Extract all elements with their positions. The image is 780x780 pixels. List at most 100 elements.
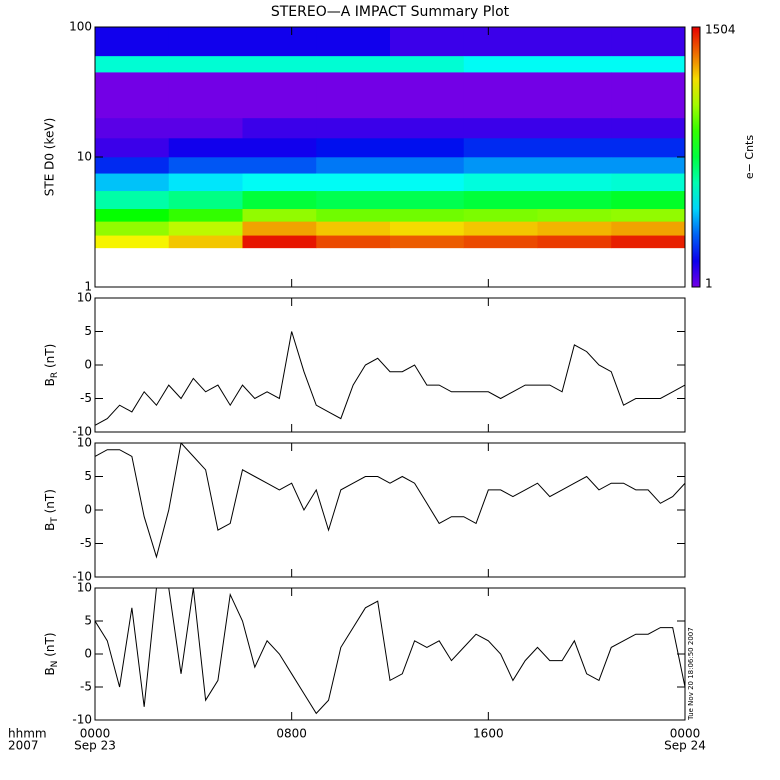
spectrogram-cell [168, 55, 243, 73]
spectrogram-cell [463, 27, 538, 57]
y-tick-label: 10 [77, 150, 92, 164]
x-axis-label: hhmm [8, 727, 47, 741]
spectrogram-cell [95, 72, 170, 119]
spectrogram-cell [95, 27, 170, 57]
x-axis-label-year: 2007 [8, 739, 39, 753]
spectrogram-cell [390, 157, 465, 174]
spectrogram-cell [390, 138, 465, 158]
y-tick-label: 10 [77, 581, 92, 595]
spectrogram-cell [390, 117, 465, 139]
y-tick-label: 0 [84, 358, 92, 372]
spectrogram-cell [316, 117, 391, 139]
y-axis-label: BN (nT) [43, 632, 60, 675]
spectrogram-cell [611, 55, 686, 73]
spectrogram-cell [242, 157, 317, 174]
spectrogram-cell [390, 27, 465, 57]
spectrogram-cell [316, 157, 391, 174]
spectrogram-cell [611, 138, 686, 158]
y-label-unit: (nT) [43, 632, 57, 660]
data-line [95, 331, 685, 426]
spectrogram-cell [95, 208, 170, 222]
spectrogram-cell [95, 235, 170, 249]
spectrogram-cell [611, 117, 686, 139]
spectrogram-cell [537, 221, 612, 236]
y-label-sub: N [50, 661, 60, 668]
x-tick-label: 1600 [473, 727, 504, 741]
colorbar-tick-label: 1504 [705, 23, 736, 37]
spectrogram-cell [316, 221, 391, 236]
spectrogram-cell [316, 27, 391, 57]
y-label-main: B [43, 667, 57, 675]
spectrogram-cell [242, 208, 317, 222]
spectrogram-cell [168, 235, 243, 249]
y-tick-label: 0 [84, 647, 92, 661]
colorbar [692, 27, 700, 287]
spectrogram-cell [463, 55, 538, 73]
plot-frame [94, 442, 686, 578]
spectrogram-cell [168, 190, 243, 210]
spectrogram-cell [168, 72, 243, 119]
spectrogram-cell [95, 55, 170, 73]
spectrogram-cell [537, 72, 612, 119]
spectrogram-cell [316, 72, 391, 119]
y-tick-label: 10 [77, 436, 92, 450]
spectrogram-cell [168, 117, 243, 139]
y-tick-label: -5 [80, 391, 92, 405]
spectrogram-cell [463, 138, 538, 158]
y-tick-label: -10 [72, 570, 92, 584]
spectrogram-cell [168, 221, 243, 236]
spectrogram-cell [537, 190, 612, 210]
spectrogram-cell [611, 221, 686, 236]
spectrogram-cell [463, 190, 538, 210]
spectrogram-cell [242, 173, 317, 192]
spectrogram-cell [316, 235, 391, 249]
spectrogram-cell [95, 221, 170, 236]
data-line [95, 443, 685, 559]
spectrogram-cell [242, 190, 317, 210]
spectrogram-cell [463, 208, 538, 222]
x-tick-label: 0000 [80, 727, 111, 741]
spectrogram-cell [390, 72, 465, 119]
spectrogram-cell [242, 117, 317, 139]
spectrogram-cell [537, 173, 612, 192]
spectrogram-cell [168, 27, 243, 57]
y-tick-label: 1 [84, 280, 92, 294]
spectrogram-cell [168, 138, 243, 158]
spectrogram-cell [611, 72, 686, 119]
plot-frame [94, 297, 686, 433]
spectrogram-cell [95, 138, 170, 158]
spectrogram-cell [316, 173, 391, 192]
spectrogram-cell [242, 55, 317, 73]
spectrogram-cell [168, 157, 243, 174]
spectrogram-cell [242, 235, 317, 249]
spectrogram-cell [611, 173, 686, 192]
spectrogram-cell [611, 27, 686, 57]
y-tick-label: 5 [84, 324, 92, 338]
spectrogram-cell [95, 157, 170, 174]
y-tick-label: 5 [84, 614, 92, 628]
spectrogram-cell [168, 173, 243, 192]
spectrogram-cell [463, 157, 538, 174]
spectrogram-cell [390, 55, 465, 73]
y-label-sub: R [50, 372, 60, 378]
y-tick-label: 10 [77, 291, 92, 305]
spectrogram-cell [463, 117, 538, 139]
y-label-main: B [43, 523, 57, 531]
spectrogram-cell [537, 235, 612, 249]
x-tick-date: Sep 23 [74, 739, 116, 753]
spectrogram-cell [390, 235, 465, 249]
spectrogram-cell [390, 190, 465, 210]
spectrogram-cell [463, 72, 538, 119]
spectrogram-cell [611, 208, 686, 222]
x-tick-label: 0800 [276, 727, 307, 741]
y-tick-label: 100 [69, 20, 92, 34]
spectrogram-cell [537, 55, 612, 73]
spectrogram-cell [316, 190, 391, 210]
spectrogram-cell [390, 173, 465, 192]
spectrogram-cell [611, 190, 686, 210]
spectrogram-cell [463, 221, 538, 236]
y-label-unit: (nT) [43, 489, 57, 517]
spectrogram-cell [316, 208, 391, 222]
spectrogram-cell [537, 157, 612, 174]
colorbar-label: e− Cnts [743, 135, 756, 179]
